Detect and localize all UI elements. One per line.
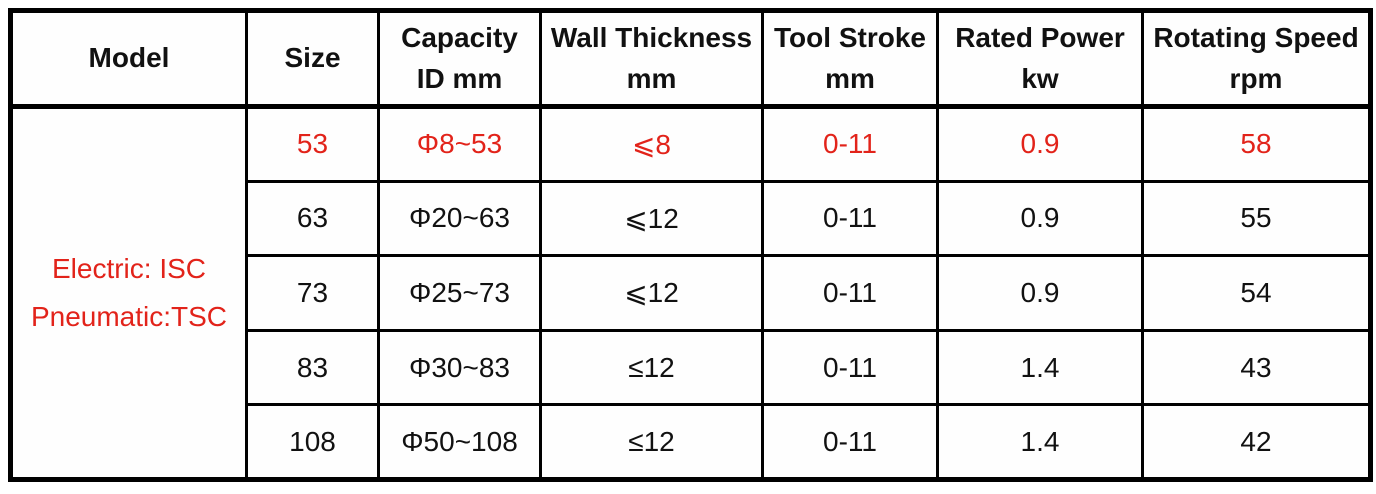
rotating-speed-cell: 43 [1141,328,1372,407]
capacity-cell: Φ30~83 [377,328,542,407]
table-row: 83 Φ30~83 ≤12 0-11 1.4 43 [11,328,1372,407]
header-capacity: Capacity ID mm [377,9,542,109]
spec-table: Model Size Capacity ID mm Wall Thickness… [8,8,1373,482]
rated-power-cell: 0.9 [936,254,1144,332]
header-wall-thickness-label: Wall Thickness [550,21,753,53]
table-row: 63 Φ20~63 ⩽12 0-11 0.9 55 [11,179,1372,258]
tool-stroke-cell: 0-11 [761,179,939,258]
rotating-speed-cell: 54 [1141,254,1372,332]
size-cell: 73 [245,254,380,332]
rotating-speed-cell: 55 [1141,179,1372,258]
header-size-label: Size [284,42,341,74]
header-tool-stroke-label: Tool Stroke [774,21,926,53]
size-cell: 63 [245,179,380,258]
rotating-speed-cell: 58 [1141,105,1372,183]
header-size: Size [245,9,380,109]
rated-power-cell: 0.9 [936,105,1144,183]
header-capacity-unit: ID mm [416,62,503,94]
table-row: 108 Φ50~108 ≤12 0-11 1.4 42 [11,403,1372,481]
rotating-speed-cell: 42 [1141,403,1372,481]
model-pneumatic-label: Pneumatic:TSC [30,301,228,332]
header-rotating-speed-label: Rotating Speed [1153,21,1359,53]
capacity-cell: Φ20~63 [377,179,542,258]
header-tool-stroke: Tool Stroke mm [761,9,939,109]
model-electric-label: Electric: ISC [51,253,207,285]
header-capacity-label: Capacity [401,21,518,53]
table-row: Electric: ISC Pneumatic:TSC 53 Φ8~53 ⩽8 … [9,105,1372,481]
capacity-cell: Φ25~73 [377,254,542,332]
header-model: Model [9,9,248,109]
size-cell: 53 [245,105,380,183]
header-rotating-speed-unit: rpm [1229,62,1283,94]
header-wall-thickness-unit: mm [626,62,677,94]
wall-thickness-cell: ≤12 [539,403,764,481]
rated-power-cell: 1.4 [936,403,1144,481]
size-cell: 108 [245,403,380,481]
header-tool-stroke-unit: mm [825,62,875,94]
header-wall-thickness: Wall Thickness mm [539,9,764,109]
capacity-cell: Φ8~53 [377,105,542,183]
tool-stroke-cell: 0-11 [761,328,939,407]
wall-thickness-cell: ⩽12 [539,254,764,332]
size-cell: 83 [245,328,380,407]
tool-stroke-cell: 0-11 [761,403,939,481]
wall-thickness-cell: ⩽8 [539,105,764,183]
wall-thickness-cell: ≤12 [539,328,764,407]
table-row: 73 Φ25~73 ⩽12 0-11 0.9 54 [11,254,1372,332]
model-cell: Electric: ISC Pneumatic:TSC [9,105,248,481]
tool-stroke-cell: 0-11 [761,254,939,332]
tool-stroke-cell: 0-11 [761,105,939,183]
header-rated-power: Rated Power kw [936,9,1144,109]
header-row: Model Size Capacity ID mm Wall Thickness… [9,9,1372,109]
header-rated-power-label: Rated Power [955,21,1125,53]
rated-power-cell: 1.4 [936,328,1144,407]
rated-power-cell: 0.9 [936,179,1144,258]
header-rated-power-unit: kw [1021,62,1059,94]
wall-thickness-cell: ⩽12 [539,179,764,258]
header-model-label: Model [88,42,170,74]
header-rotating-speed: Rotating Speed rpm [1141,9,1372,109]
capacity-cell: Φ50~108 [377,403,542,481]
